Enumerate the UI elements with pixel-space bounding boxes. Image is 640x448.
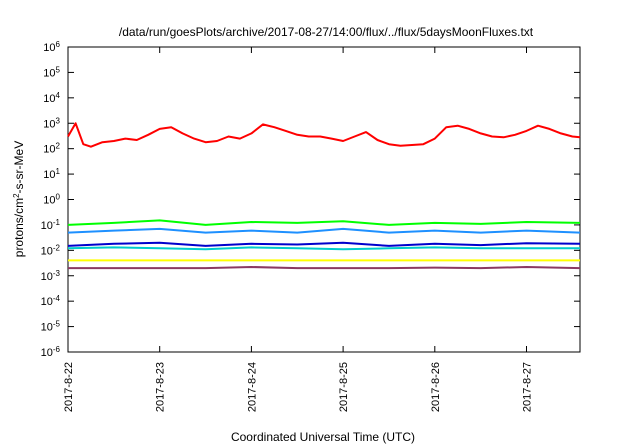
y-axis-label-suffix: -s-sr-MeV [12,141,26,194]
x-tick-label: 2017-8-23 [155,362,167,412]
y-tick-label: 10-5 [41,319,61,334]
series-line-7 [68,266,581,270]
x-axis-label: Coordinated Universal Time (UTC) [231,430,415,444]
series-group [67,122,581,270]
x-axis-ticks: 2017-8-22 2017-8-23 2017-8-24 2017-8-25 2017… [63,47,534,412]
series-line-3 [67,227,581,234]
y-axis-ticks: 10-6 10-5 10-4 10-3 10-2 10-1 100 101 102 103 104 1… [41,40,580,360]
y-tick-label: 102 [43,141,60,156]
y-tick-label: 106 [43,40,60,55]
plot-frame [67,46,581,353]
y-tick-label: 10-4 [41,294,61,309]
series-line-1 [67,122,581,148]
x-tick-label: 2017-8-25 [338,362,350,412]
series-line-5 [67,241,581,247]
y-tick-label: 100 [43,192,60,207]
y-axis-label: protons/cm2-s-sr-MeV [12,141,27,257]
y-tick-label: 10-6 [41,345,61,360]
series-line-2 [67,219,581,226]
y-tick-label: 105 [43,65,60,80]
y-axis-label-prefix: protons/cm [12,198,26,257]
y-tick-label: 104 [43,90,60,105]
y-tick-label: 10-3 [41,268,61,283]
x-tick-label: 2017-8-24 [246,362,258,412]
chart-title: /data/run/goesPlots/archive/2017-08-27/1… [119,25,534,39]
x-tick-label: 2017-8-27 [522,362,534,412]
y-tick-label: 101 [43,167,60,182]
y-tick-label: 103 [43,116,60,131]
y-tick-label: 10-1 [41,217,61,232]
x-tick-label: 2017-8-22 [63,362,75,412]
y-tick-label: 10-2 [41,243,61,257]
series-line-4 [67,246,580,251]
y-axis-label-sup: 2 [12,193,21,198]
x-tick-label: 2017-8-26 [430,362,442,412]
